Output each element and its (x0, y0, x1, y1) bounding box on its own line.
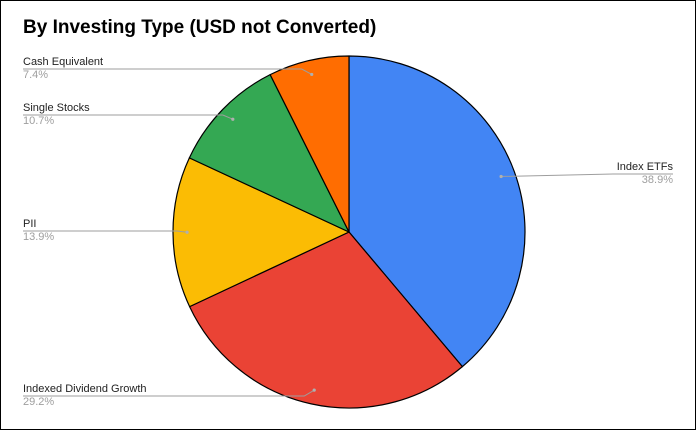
pie-slice-cash-equivalent[interactable] (269, 55, 350, 233)
pie-slice-pii[interactable] (172, 157, 350, 308)
leader-dot (499, 174, 503, 179)
slice-label: Cash Equivalent (23, 56, 103, 68)
slice-percent: 10.7% (23, 115, 54, 127)
slice-percent: 29.2% (23, 396, 54, 408)
leader-line (23, 114, 234, 120)
slice-label: Indexed Dividend Growth (23, 383, 147, 395)
chart-title: By Investing Type (USD not Converted) (23, 17, 377, 38)
leader-line (23, 68, 312, 75)
pie-slice-indexed-dividend-growth[interactable] (189, 231, 463, 409)
slice-percent: 13.9% (23, 231, 54, 243)
slice-percent: 7.4% (23, 69, 48, 81)
leader-line (23, 389, 315, 397)
slice-label: Single Stocks (23, 102, 90, 114)
slice-label: PII (23, 218, 36, 230)
leader-dot (312, 388, 316, 392)
leader-line (23, 230, 188, 233)
leader-dot (310, 72, 314, 77)
slice-percent: 38.9% (642, 174, 673, 186)
pie-slice-index-etfs[interactable] (348, 55, 526, 368)
pie-slice-single-stocks[interactable] (188, 74, 350, 233)
leader-dot (231, 117, 235, 121)
leader-dot (185, 230, 189, 234)
slice-label: Index ETFs (617, 161, 674, 173)
leader-line (501, 173, 673, 177)
